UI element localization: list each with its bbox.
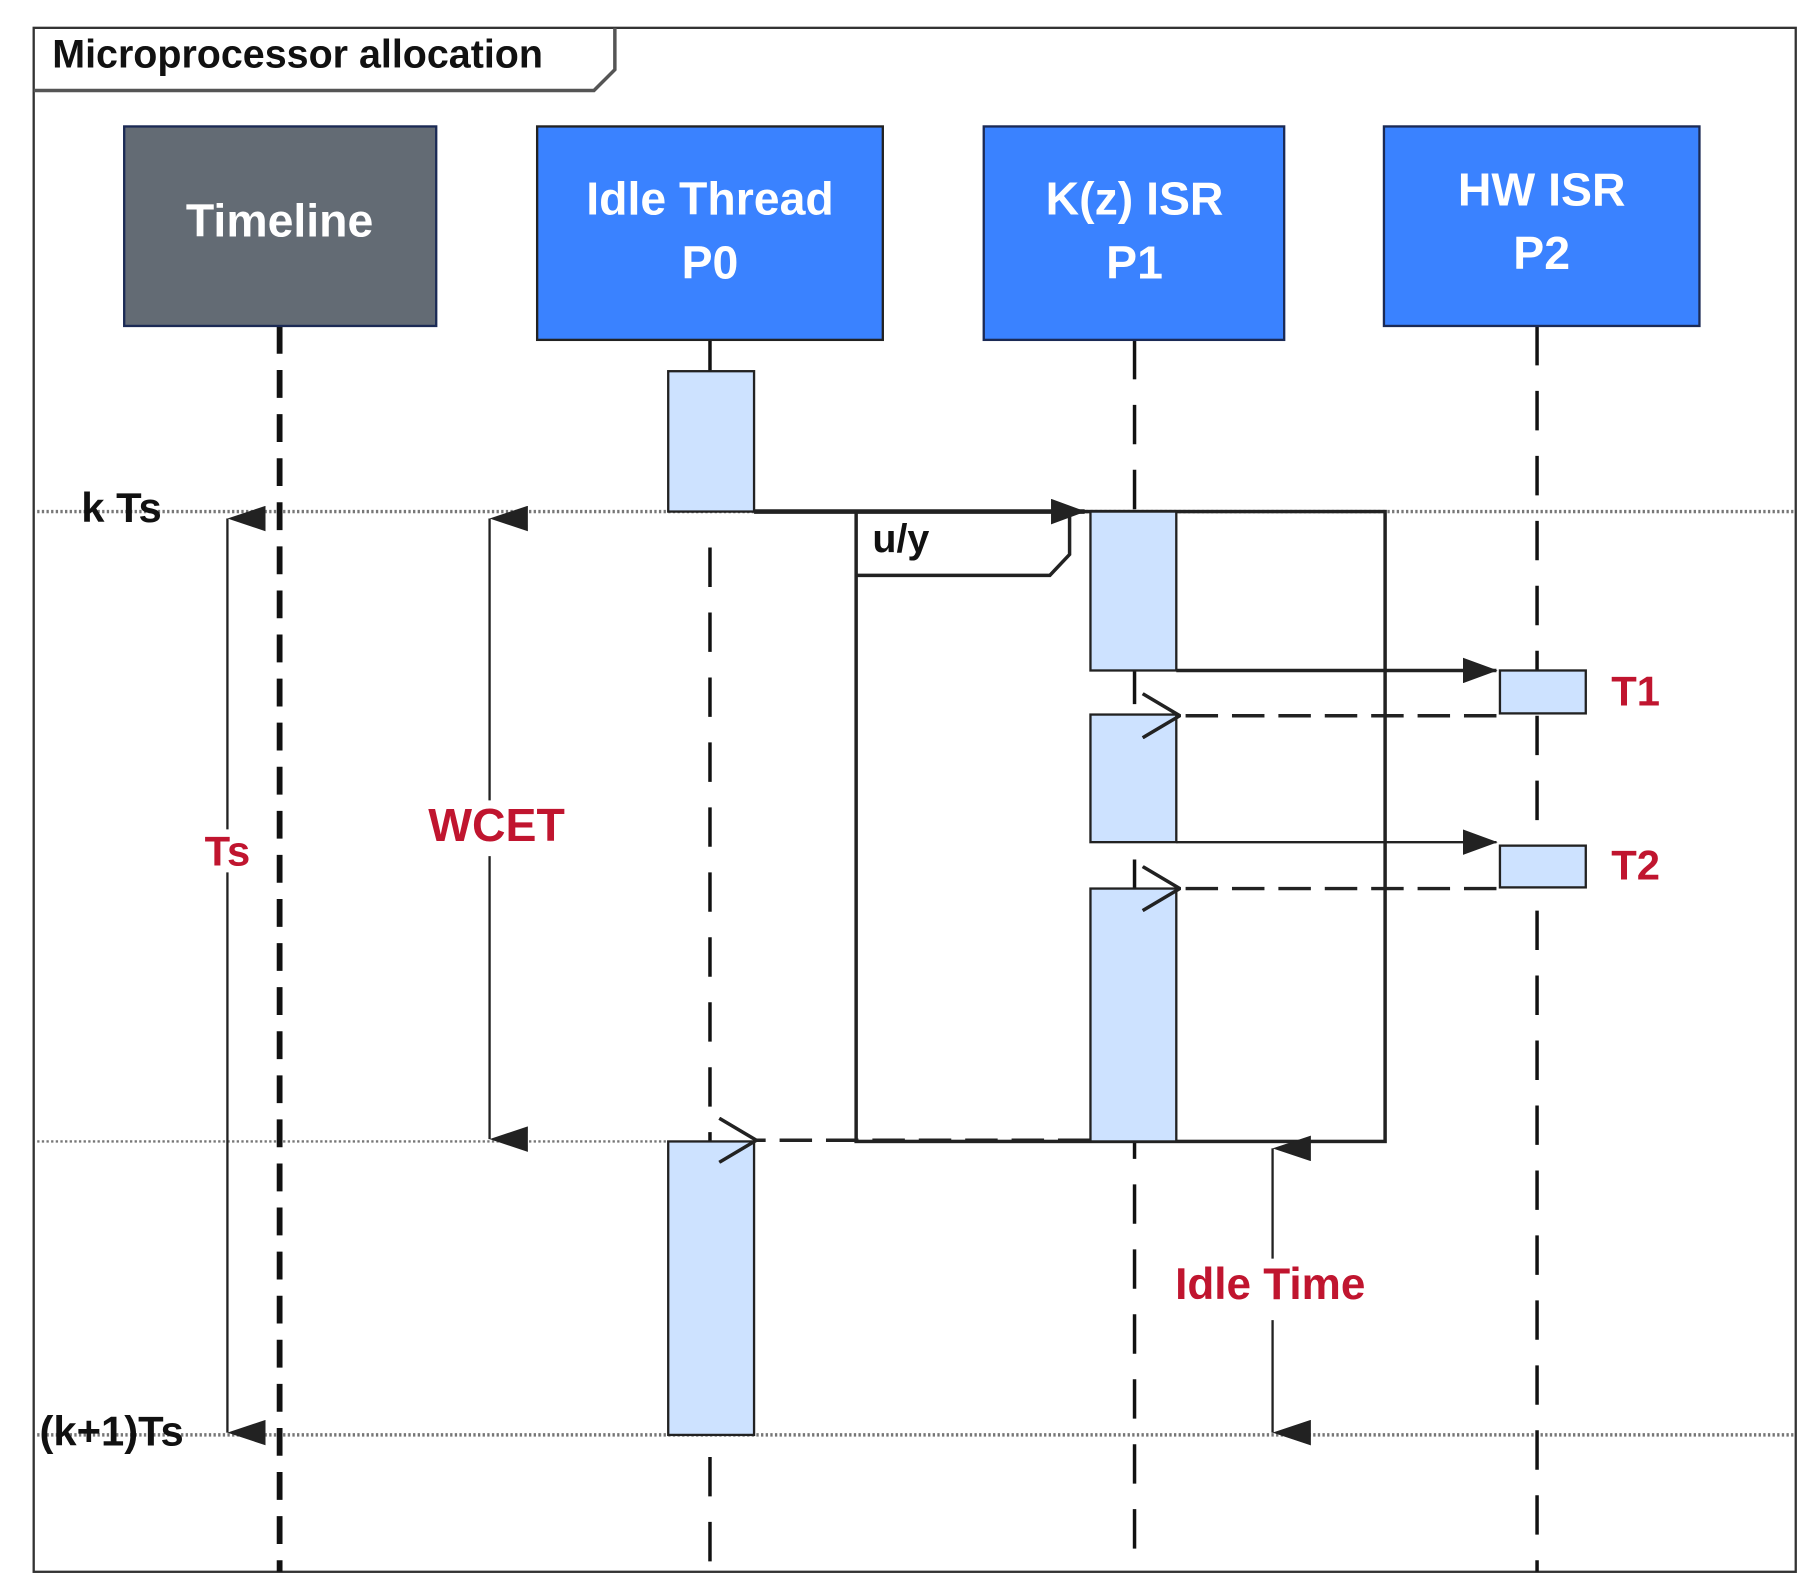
time-mark-k1-ts: (k+1)Ts (40, 1407, 184, 1454)
loop-label: u/y (872, 517, 929, 561)
activation-kz-3 (1089, 887, 1178, 1143)
activation-kz-2 (1089, 713, 1178, 844)
activation-idle-2 (667, 1140, 756, 1437)
task-label-t2: T2 (1611, 841, 1660, 888)
participant-kz-priority: P1 (1106, 236, 1163, 288)
activation-idle-1 (667, 370, 756, 513)
time-mark-k-ts: k Ts (81, 484, 161, 531)
participant-idle-priority: P0 (682, 236, 739, 288)
wcet-label: WCET (428, 799, 565, 851)
activation-kz-1 (1089, 510, 1178, 672)
participant-hw-isr: HW ISR P2 (1382, 125, 1701, 328)
loop-tab (856, 511, 1072, 578)
participant-timeline-label: Timeline (186, 195, 373, 247)
idle-time-label: Idle Time (1175, 1260, 1365, 1309)
frame-title-tab (33, 27, 617, 93)
participant-idle-label: Idle Thread (586, 173, 833, 225)
ts-label: Ts (205, 827, 251, 874)
participant-kz-label: K(z) ISR (1046, 173, 1224, 225)
participant-timeline: Timeline (123, 125, 438, 328)
frame-title: Microprocessor allocation (52, 32, 543, 76)
participant-idle-thread: Idle Thread P0 (535, 125, 884, 342)
task-label-t1: T1 (1611, 667, 1660, 714)
activation-hw-t1 (1498, 669, 1587, 715)
outer-frame (32, 26, 1797, 1573)
participant-hw-priority: P2 (1513, 227, 1570, 279)
participant-kz-isr: K(z) ISR P1 (982, 125, 1286, 342)
activation-hw-t2 (1498, 844, 1587, 889)
participant-hw-label: HW ISR (1458, 163, 1626, 215)
